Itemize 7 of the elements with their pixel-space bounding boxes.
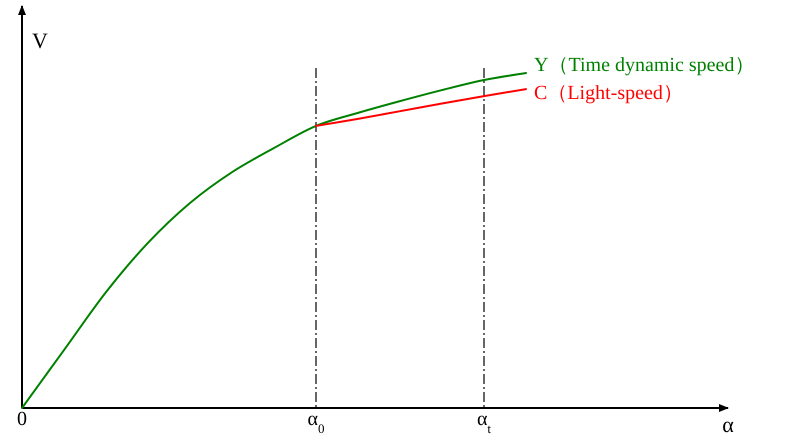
x-axis-title: α xyxy=(722,412,734,434)
x-tick-label: α$_{t}$ xyxy=(476,408,492,434)
x-tick-label: α$_{0}$ xyxy=(308,408,324,434)
series-label: Y（Time dynamic speed） xyxy=(534,54,754,76)
x-tick-label: 0 xyxy=(17,408,27,430)
series-label: C（Light-speed） xyxy=(534,82,683,104)
y-axis-title: V xyxy=(32,28,48,53)
